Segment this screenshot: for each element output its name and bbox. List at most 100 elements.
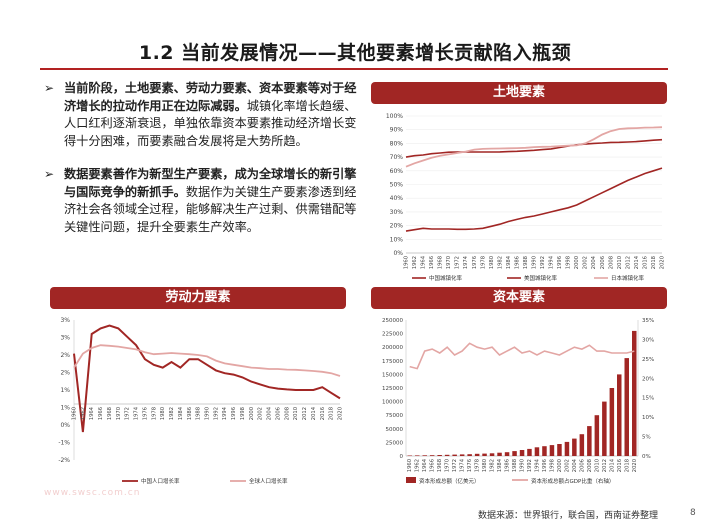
legend-label: 全球人口增长率 <box>249 477 288 485</box>
bar <box>624 358 629 456</box>
land-chart: 0%10%20%30%40%50%60%70%80%90%100%1960 196… <box>386 113 666 282</box>
x-tick-label: 1980 <box>482 459 488 472</box>
x-tick-label: 1992 <box>527 459 533 472</box>
x-tick-label: 1964 <box>422 458 428 472</box>
x-tick-label: 2016 <box>642 256 648 269</box>
bar <box>429 455 435 456</box>
x-tick-label: 1966 <box>430 459 436 472</box>
bar <box>534 447 540 456</box>
legend-label: 资本形成总额（亿美元） <box>419 477 480 485</box>
bar <box>602 401 607 456</box>
x-tick-label: 2004 <box>591 255 597 269</box>
y-tick-label: 80% <box>390 140 404 147</box>
labor-banner: 劳动力要素 <box>50 287 346 309</box>
bullet-item: ➢ 数据要素善作为新型生产要素，成为全球增长的新引擎与国际竞争的新抓手。数据作为… <box>44 166 362 236</box>
y-tick-label-left: 0 <box>400 454 404 460</box>
y-tick-label-right: 25% <box>642 357 654 363</box>
y-tick-label: 1% <box>60 405 70 412</box>
y-tick-label-left: 200000 <box>382 345 403 351</box>
x-tick-label: 2020 <box>338 407 344 420</box>
bullet-text: 数据作为关键生产要素渗透到经济社会各领域全过程，能够解决生产过剩、供需错配等关键… <box>64 184 357 234</box>
y-tick-label-left: 175000 <box>382 359 403 365</box>
title-divider <box>40 68 668 70</box>
x-tick-label: 1982 <box>490 459 496 472</box>
x-tick-label: 2002 <box>258 407 264 420</box>
x-tick-label: 2008 <box>587 459 593 472</box>
y-tick-label: 100% <box>386 113 403 120</box>
series-line <box>405 138 663 158</box>
y-tick-label-left: 225000 <box>382 332 403 338</box>
x-tick-label: 1972 <box>452 459 458 472</box>
x-tick-label: 2016 <box>617 459 623 472</box>
bar <box>587 426 592 456</box>
x-tick-label: 2006 <box>275 407 281 420</box>
land-banner: 土地要素 <box>371 82 667 104</box>
x-tick-label: 2010 <box>617 256 623 269</box>
y-tick-label: 30% <box>390 209 404 216</box>
y-tick-label-right: 15% <box>642 396 654 402</box>
x-tick-label: 1968 <box>437 459 443 472</box>
x-tick-label: 1990 <box>532 256 538 269</box>
x-tick-label: 1968 <box>107 407 113 420</box>
x-tick-label: 1996 <box>231 407 237 420</box>
x-tick-label: 2006 <box>579 459 585 472</box>
x-tick-label: 2020 <box>632 459 638 472</box>
x-tick-label: 2010 <box>293 407 299 420</box>
y-tick-label-left: 150000 <box>382 372 403 378</box>
y-tick-label: 50% <box>390 182 404 189</box>
x-tick-label: 1972 <box>455 256 461 269</box>
series-line <box>405 167 663 232</box>
bullet-item: ➢ 当前阶段，土地要素、劳动力要素、资本要素等对于经济增长的拉动作用正在边际减弱… <box>44 80 362 150</box>
bar <box>437 455 442 456</box>
x-tick-label: 1998 <box>240 407 246 420</box>
bullet-list: ➢ 当前阶段，土地要素、劳动力要素、资本要素等对于经济增长的拉动作用正在边际减弱… <box>44 80 362 252</box>
x-tick-label: 2002 <box>564 459 570 472</box>
capital-chart: 0 25000 50000 75000 100000 125000 150000 175000… <box>382 318 654 485</box>
y-tick-label-right: 0% <box>642 454 651 460</box>
x-tick-label: 2020 <box>660 256 666 269</box>
x-tick-label: 1974 <box>463 255 469 269</box>
bar <box>609 388 615 456</box>
y-tick-label: 2% <box>60 352 70 359</box>
x-tick-label: 1986 <box>505 459 511 472</box>
bar <box>459 454 465 456</box>
y-tick-label-left: 250000 <box>382 318 403 324</box>
x-tick-label: 1970 <box>116 407 122 420</box>
bar <box>407 455 412 456</box>
bullet-bold-text: 当前阶段，土地要素、劳动力要素、资本要素等对于经济增长的拉动作用正在边际减弱。 <box>64 81 357 113</box>
bar <box>594 415 600 456</box>
y-tick-label-left: 25000 <box>386 440 404 446</box>
y-tick-label-left: 50000 <box>386 427 404 433</box>
bar <box>564 441 570 456</box>
x-tick-label: 2000 <box>249 407 255 420</box>
x-tick-label: 2008 <box>284 407 290 420</box>
x-tick-label: 1988 <box>523 256 529 269</box>
x-tick-label: 1982 <box>169 407 175 420</box>
bar <box>452 454 457 456</box>
y-tick-label: 0% <box>393 250 403 257</box>
x-tick-label: 1960 <box>404 256 410 269</box>
legend-label: 资本形成总额占GDP比重（右轴） <box>531 477 614 485</box>
bar <box>474 453 480 456</box>
x-tick-label: 1988 <box>512 459 518 472</box>
x-tick-label: 1978 <box>475 459 481 472</box>
x-tick-label: 1978 <box>480 256 486 269</box>
series-line <box>409 342 635 370</box>
y-tick-label-left: 125000 <box>382 386 403 392</box>
x-tick-label: 1984 <box>506 255 512 269</box>
bar <box>617 374 622 456</box>
y-tick-label: 3% <box>60 317 70 324</box>
x-tick-label: 2000 <box>557 459 563 472</box>
arrow-bullet-icon: ➢ <box>44 81 55 95</box>
y-tick-label-right: 5% <box>642 435 651 441</box>
x-tick-label: 1994 <box>222 406 228 420</box>
y-tick-label: 1% <box>60 387 70 394</box>
y-tick-label: -2% <box>58 457 70 464</box>
y-tick-label: 90% <box>390 127 404 134</box>
series-line <box>405 126 663 168</box>
x-tick-label: 1964 <box>89 406 95 420</box>
x-tick-label: 1976 <box>142 407 148 420</box>
x-tick-label: 1990 <box>520 459 526 472</box>
x-tick-label: 1978 <box>151 407 157 420</box>
bar <box>504 452 510 456</box>
